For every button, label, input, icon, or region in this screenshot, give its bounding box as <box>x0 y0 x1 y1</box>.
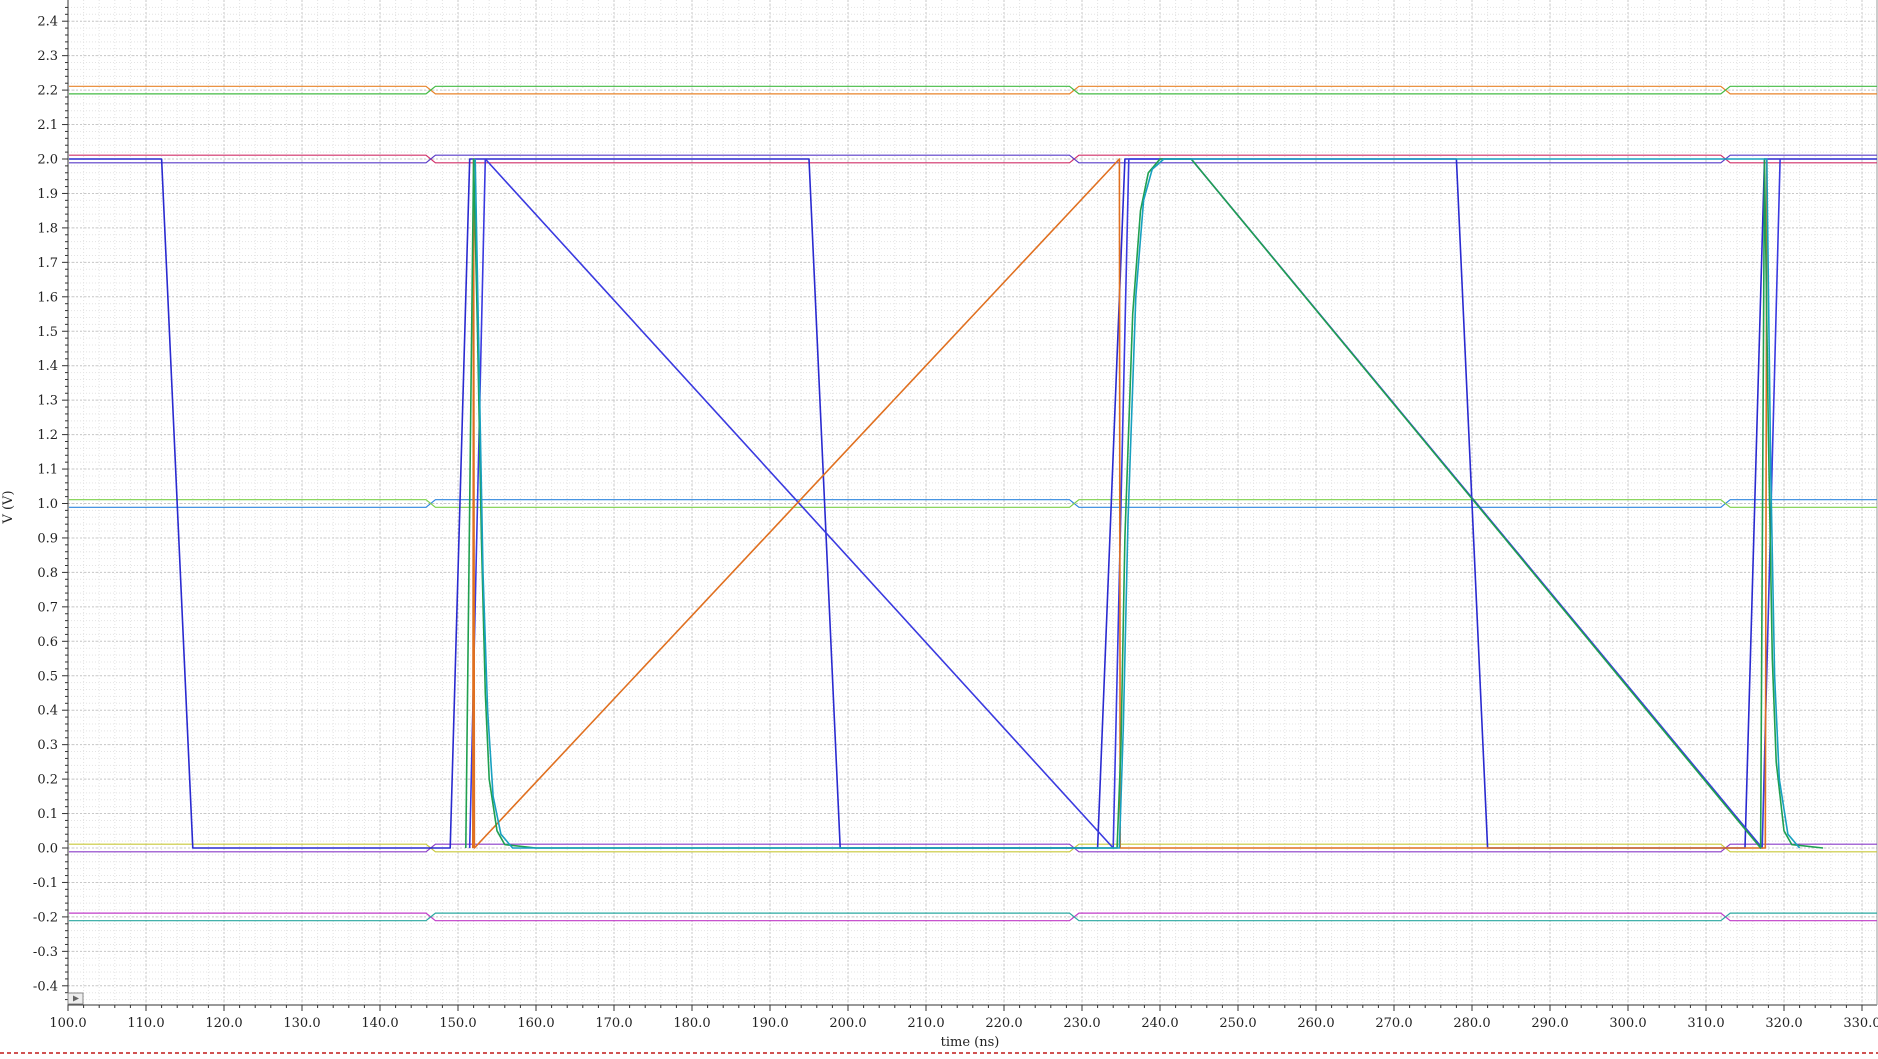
y-tick-label: 1.6 <box>37 290 58 305</box>
y-tick-label: -0.3 <box>33 945 58 960</box>
bus-signal-trace <box>69 85 1877 95</box>
y-tick-label: 0.5 <box>37 669 58 684</box>
x-tick-label: 170.0 <box>595 1016 632 1031</box>
y-tick-label: -0.4 <box>33 979 58 994</box>
x-tick-label: 270.0 <box>1375 1016 1412 1031</box>
x-tick-label: 140.0 <box>361 1016 398 1031</box>
y-tick-label: 0.0 <box>37 842 58 857</box>
bus-signal-trace <box>69 912 1877 922</box>
x-tick-label: 160.0 <box>517 1016 554 1031</box>
x-tick-label: 210.0 <box>907 1016 944 1031</box>
y-tick-label: 0.7 <box>37 600 58 615</box>
x-tick-label: 260.0 <box>1297 1016 1334 1031</box>
x-tick-label: 310.0 <box>1687 1016 1724 1031</box>
signal-trace <box>465 158 1824 849</box>
y-tick-label: 2.4 <box>37 15 58 30</box>
y-tick-label: -0.2 <box>33 910 58 925</box>
bus-signal-trace <box>69 499 1877 508</box>
y-tick-label: 1.9 <box>37 187 58 202</box>
y-tick-label: 1.2 <box>37 428 58 443</box>
x-tick-label: 240.0 <box>1141 1016 1178 1031</box>
y-tick-label: 2.2 <box>37 84 58 99</box>
y-tick-label: 1.8 <box>37 221 58 236</box>
x-tick-label: 330.0 <box>1843 1016 1878 1031</box>
x-tick-label: 230.0 <box>1063 1016 1100 1031</box>
y-tick-label: 1.3 <box>37 394 58 409</box>
x-tick-label: 290.0 <box>1531 1016 1568 1031</box>
y-tick-label: 0.3 <box>37 738 58 753</box>
x-tick-label: 220.0 <box>985 1016 1022 1031</box>
y-tick-label: 1.4 <box>37 359 58 374</box>
y-tick-label: 0.6 <box>37 635 58 650</box>
x-tick-label: 120.0 <box>205 1016 242 1031</box>
x-tick-label: 150.0 <box>439 1016 476 1031</box>
x-tick-label: 190.0 <box>751 1016 788 1031</box>
x-tick-label: 130.0 <box>283 1016 320 1031</box>
expand-toggle-button[interactable] <box>67 992 84 1005</box>
y-tick-label: 0.9 <box>37 531 58 546</box>
x-tick-label: 280.0 <box>1453 1016 1490 1031</box>
x-tick-label: 110.0 <box>127 1016 164 1031</box>
signal-trace <box>474 158 1801 849</box>
x-tick-label: 250.0 <box>1219 1016 1256 1031</box>
y-tick-label: 1.0 <box>37 497 58 512</box>
play-triangle-icon <box>73 995 79 1002</box>
x-tick-label: 200.0 <box>829 1016 866 1031</box>
y-tick-label: 0.8 <box>37 566 58 581</box>
y-tick-label: 2.0 <box>37 153 58 168</box>
y-tick-label: 1.7 <box>37 256 58 271</box>
bus-signal-trace <box>69 154 1877 164</box>
y-axis-title: V (V) <box>1 490 16 524</box>
x-tick-label: 180.0 <box>673 1016 710 1031</box>
y-tick-label: 1.1 <box>37 463 58 478</box>
y-tick-label: 0.2 <box>37 773 58 788</box>
y-tick-label: 0.4 <box>37 704 58 719</box>
y-tick-label: 1.5 <box>37 325 58 340</box>
y-tick-label: 2.3 <box>37 49 58 64</box>
x-tick-label: 300.0 <box>1609 1016 1646 1031</box>
x-axis-title: time (ns) <box>941 1035 1000 1050</box>
y-tick-label: 2.1 <box>37 118 58 133</box>
y-tick-label: -0.1 <box>33 876 58 891</box>
y-tick-label: 0.1 <box>37 807 58 822</box>
x-tick-label: 320.0 <box>1765 1016 1802 1031</box>
x-tick-label: 100.0 <box>49 1016 86 1031</box>
